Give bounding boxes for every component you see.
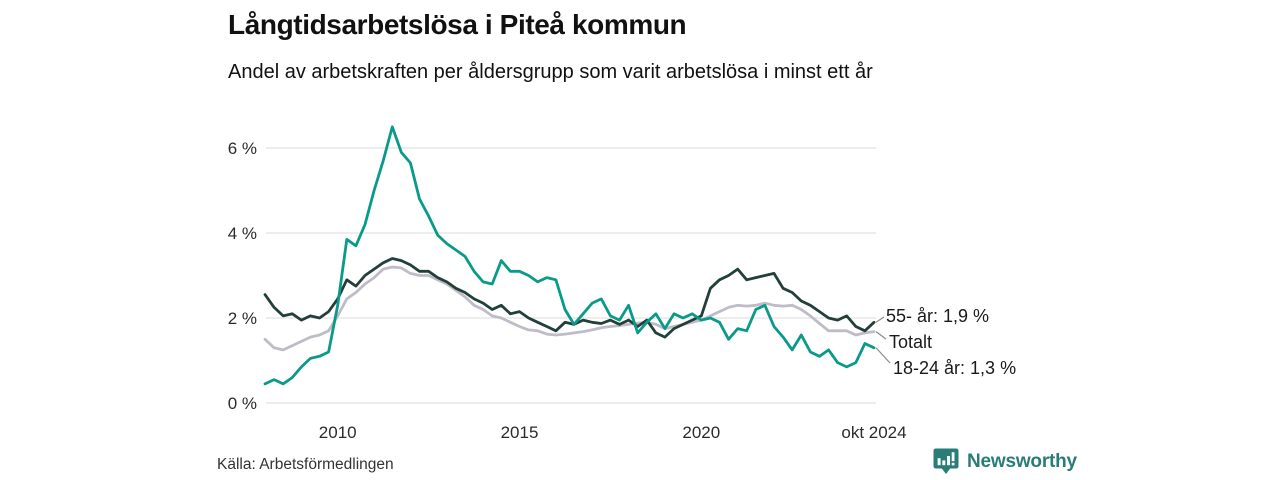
x-tick-label: 2010 [319,423,357,442]
leader-line [875,331,887,340]
leader-line [875,347,891,364]
x-axis-tick-labels: 2010 2015 2020 okt 2024 [319,423,907,442]
series-line-55--år [263,257,876,339]
chart-subtitle: Andel av arbetskraften per åldersgrupp s… [228,61,873,83]
annotation-leader-lines [875,316,891,364]
y-axis-tick-labels: 0 % 2 % 4 % 6 % [228,139,257,413]
leader-line [875,316,885,323]
series-line-Totalt [263,265,876,352]
y-tick-label: 4 % [228,224,257,243]
chart-title: Långtidsarbetslösa i Piteå kommun [228,9,687,40]
end-label-total: Totalt [889,332,933,352]
y-tick-label: 0 % [228,394,257,413]
y-tick-label: 2 % [228,309,257,328]
newsworthy-logo[interactable]: Newsworthy [933,448,1077,475]
series-line-18-24-år [263,125,876,386]
gridlines [266,147,876,404]
source-text: Källa: Arbetsförmedlingen [217,456,394,473]
newsworthy-logo-text: Newsworthy [967,450,1077,472]
x-tick-label: okt 2024 [841,423,906,442]
newsworthy-bubble-chart-icon [933,448,959,474]
series-lines [263,125,876,386]
end-label-55-plus: 55- år: 1,9 % [886,306,990,326]
x-tick-label: 2015 [501,423,539,442]
x-tick-label: 2020 [682,423,720,442]
y-tick-label: 6 % [228,139,257,158]
end-label-18-24: 18-24 år: 1,3 % [893,358,1017,378]
